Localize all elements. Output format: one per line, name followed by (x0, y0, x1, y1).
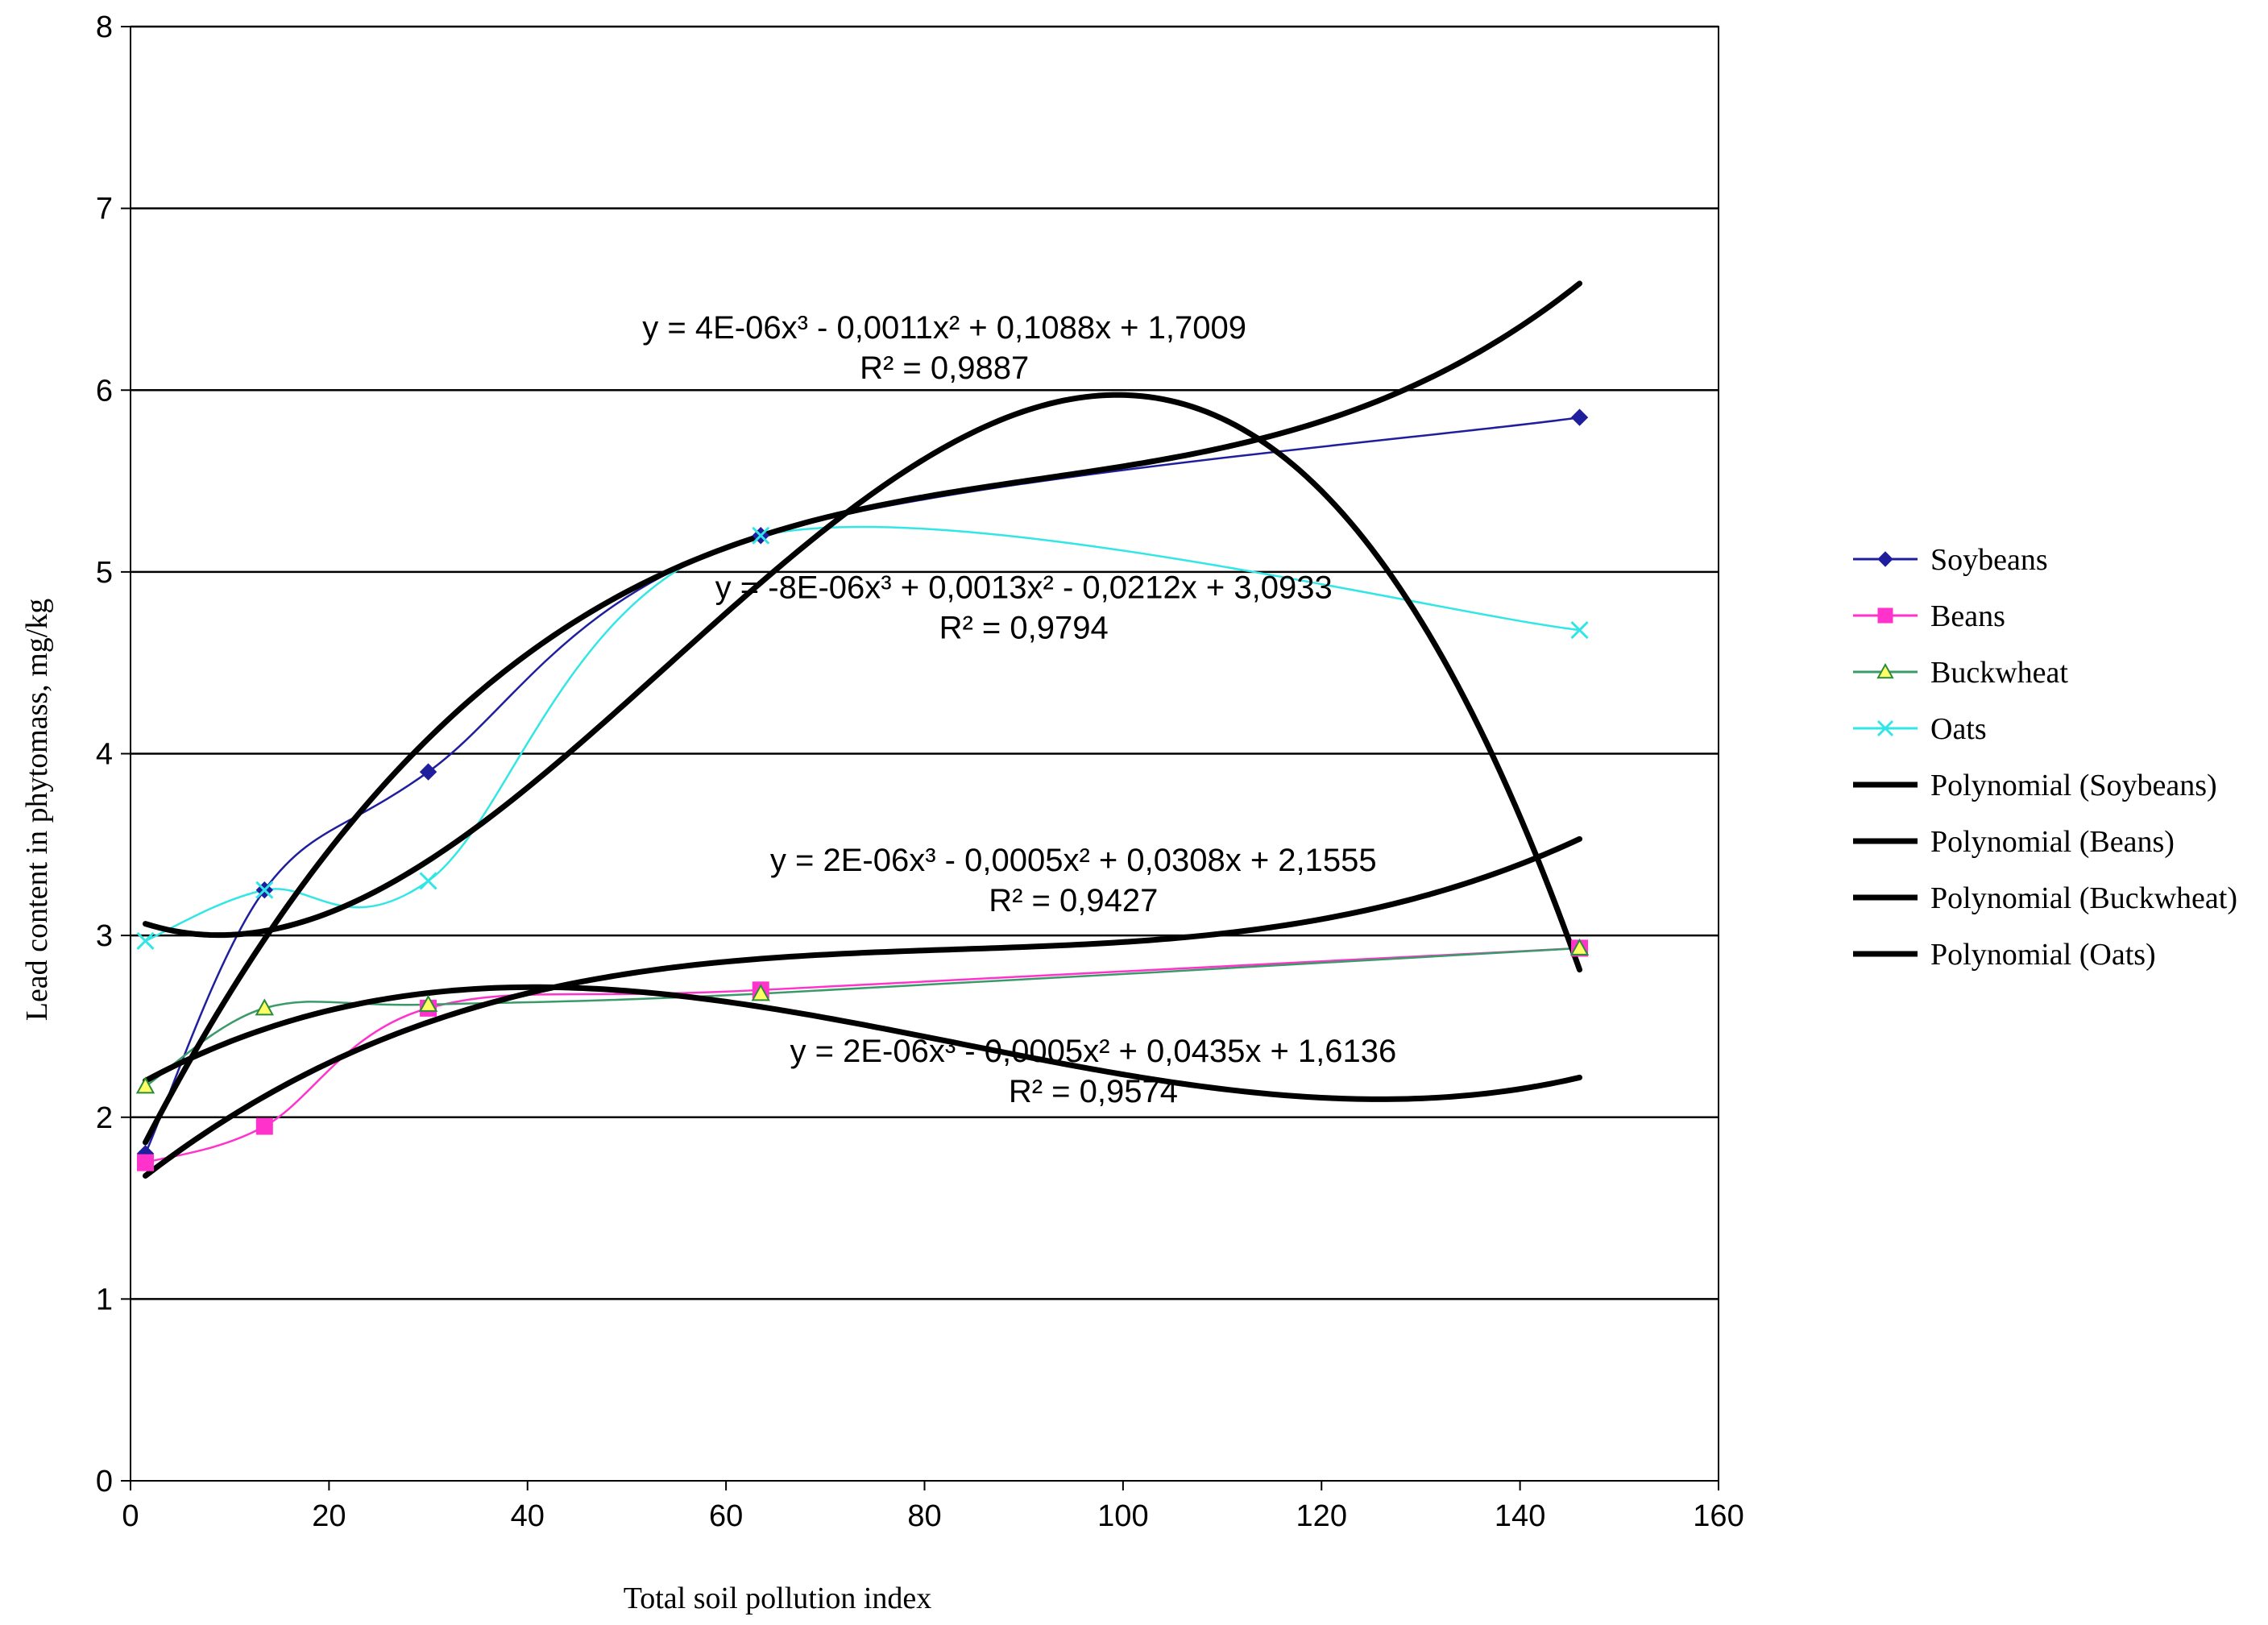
trendline-r2: R² = 0,9887 (860, 350, 1029, 386)
x-axis-title: Total soil pollution index (624, 1581, 932, 1615)
trendline-r2: R² = 0,9427 (989, 883, 1158, 918)
trendline-r2: R² = 0,9794 (939, 610, 1109, 645)
x-tick-label: 60 (709, 1499, 743, 1533)
legend-label: Polynomial (Buckwheat) (1930, 881, 2237, 915)
y-tick-label: 0 (96, 1465, 113, 1499)
x-tick-label: 80 (907, 1499, 941, 1533)
legend-label: Beans (1930, 599, 2005, 633)
data-point-beans (255, 1117, 273, 1135)
data-markers (135, 408, 1590, 1171)
x-tick-label: 0 (122, 1499, 139, 1533)
data-point-oats (255, 881, 274, 899)
trendline-equation: y = -8E-06x³ + 0,0013x² - 0,0212x + 3,09… (715, 570, 1333, 605)
x-tick-label: 40 (511, 1499, 545, 1533)
y-tick-label: 2 (96, 1101, 113, 1135)
data-point-buckwheat (751, 984, 770, 1001)
x-tick-label: 160 (1693, 1499, 1743, 1533)
trendline-polynomial-oats (142, 392, 1583, 973)
data-point-oats (752, 526, 770, 545)
y-tick-label: 3 (96, 919, 113, 953)
x-tick-label: 100 (1097, 1499, 1148, 1533)
data-point-oats (136, 931, 155, 950)
trendline-equation: y = 2E-06x³ - 0,0005x² + 0,0435x + 1,613… (790, 1034, 1397, 1069)
y-tick-label: 1 (96, 1283, 113, 1316)
x-tick-label: 20 (312, 1499, 346, 1533)
x-tick-label: 140 (1495, 1499, 1545, 1533)
trendline-polynomial-soybeans (142, 280, 1583, 1146)
gridlines (130, 25, 1719, 1482)
y-axis-title: Lead content in phytomass, mg/kg (20, 599, 54, 1022)
legend-marker (1876, 719, 1894, 737)
trendline-r2: R² = 0,9574 (1009, 1074, 1178, 1109)
y-tick-label: 5 (96, 556, 113, 590)
legend-label: Soybeans (1930, 543, 2048, 577)
x-tick-label: 120 (1296, 1499, 1347, 1533)
trendlines (142, 280, 1583, 1179)
trendline-equation: y = 2E-06x³ - 0,0005x² + 0,0308x + 2,155… (770, 843, 1377, 878)
data-point-beans (136, 1154, 154, 1171)
legend-marker (1877, 551, 1893, 567)
legend-label: Polynomial (Beans) (1930, 825, 2175, 859)
equation-annotations: y = 4E-06x³ - 0,0011x² + 0,1088x + 1,700… (642, 310, 1396, 1109)
data-point-buckwheat (255, 998, 275, 1016)
legend-label: Buckwheat (1930, 656, 2068, 690)
data-point-soybeans (419, 763, 437, 781)
data-point-soybeans (1570, 408, 1589, 426)
legend-label: Polynomial (Oats) (1930, 938, 2156, 972)
legend: Soybeans Beans Buckwheat Oats Polynomial (So… (1853, 543, 2237, 972)
data-point-buckwheat (418, 994, 438, 1012)
data-point-buckwheat (135, 1076, 155, 1094)
legend-label: Polynomial (Soybeans) (1930, 769, 2217, 802)
legend-marker (1876, 662, 1894, 679)
legend-marker (1877, 607, 1893, 624)
series-line-soybeans (144, 416, 1580, 1154)
y-tick-label: 6 (96, 374, 113, 408)
data-point-buckwheat (1569, 938, 1590, 956)
data-point-oats (1570, 621, 1589, 640)
trendline-equation: y = 4E-06x³ - 0,0011x² + 0,1088x + 1,700… (642, 310, 1246, 346)
data-point-oats (419, 872, 437, 890)
trendline-polynomial-buckwheat (142, 984, 1583, 1102)
y-tick-label: 7 (96, 193, 113, 226)
legend-label: Oats (1930, 712, 1987, 746)
y-tick-label: 8 (96, 10, 113, 44)
trendline-polynomial-beans (142, 835, 1583, 1179)
y-tick-label: 4 (96, 738, 113, 772)
